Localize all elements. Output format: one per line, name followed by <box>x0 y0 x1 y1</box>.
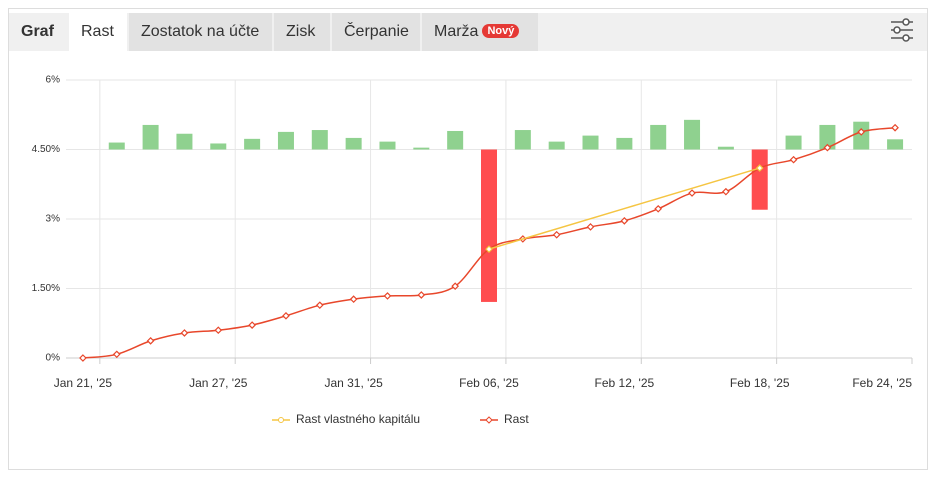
marker <box>891 123 899 132</box>
bar <box>616 137 633 150</box>
bar <box>548 141 565 150</box>
marker <box>688 189 696 197</box>
tab: Graf <box>9 13 67 51</box>
marker <box>315 301 324 310</box>
bar <box>277 131 294 150</box>
bar <box>751 149 768 210</box>
marker <box>79 354 87 362</box>
plot: 0% 1.50% 3% 4.50% 6% Jan 21, '25 Jan 27, '25 Ja… <box>32 75 913 390</box>
tab-label: Čerpanie <box>344 23 409 40</box>
marker <box>654 204 663 213</box>
y-tick-label: 4.50% <box>32 144 60 155</box>
bar <box>887 139 904 150</box>
y-tick-label: 6% <box>46 75 61 86</box>
tab-label: Zostatok na účte <box>141 23 260 40</box>
legend-label: Rast <box>504 412 529 426</box>
marker <box>349 295 358 304</box>
tab-label: Zisk <box>286 23 316 40</box>
marker <box>383 292 392 300</box>
legend-marker <box>485 416 493 424</box>
tab-label: Rast <box>81 23 114 40</box>
x-tick-label: Jan 21, '25 <box>54 376 113 390</box>
marker <box>451 282 460 291</box>
bar <box>142 124 159 150</box>
bar <box>785 135 802 150</box>
marker <box>857 128 866 136</box>
bar <box>244 138 261 150</box>
marker <box>112 350 121 359</box>
settings-icon[interactable] <box>891 18 913 42</box>
y-tick-label: 3% <box>46 214 61 225</box>
legend-label: Rast vlastného kapitálu <box>296 412 420 426</box>
marker <box>755 164 764 172</box>
x-tick-label: Feb 18, '25 <box>730 376 790 390</box>
bar <box>379 141 396 150</box>
bar <box>481 149 497 302</box>
marker <box>485 245 493 253</box>
bar <box>684 119 701 150</box>
bar <box>210 143 227 150</box>
bar <box>413 147 430 150</box>
bar <box>345 137 362 150</box>
tab-bar: Graf Rast Zostatok na účte Zisk Čerpanie Marž… <box>9 13 927 51</box>
tab[interactable]: Zostatok na účte <box>129 13 272 51</box>
marker <box>552 230 561 239</box>
tab-label: Marža <box>434 23 479 40</box>
x-tick-label: Feb 24, '25 <box>852 376 912 390</box>
x-tick-label: Jan 27, '25 <box>189 376 248 390</box>
marker <box>823 143 832 152</box>
marker <box>620 217 629 225</box>
x-tick-label: Feb 06, '25 <box>459 376 519 390</box>
marker <box>586 223 595 231</box>
bar <box>108 142 125 150</box>
tab-label: Graf <box>21 23 54 40</box>
marker <box>146 337 155 345</box>
y-tick-label: 1.50% <box>32 283 60 294</box>
marker <box>417 291 426 299</box>
x-tick-label: Jan 31, '25 <box>324 376 383 390</box>
bar <box>176 133 193 150</box>
bar <box>582 135 599 150</box>
marker <box>722 187 730 196</box>
line <box>488 167 760 250</box>
legend-marker <box>278 417 284 423</box>
marker <box>248 321 256 329</box>
bar <box>819 124 836 150</box>
bar <box>717 146 734 150</box>
x-tick-label: Feb 12, '25 <box>595 376 655 390</box>
bar <box>514 130 531 150</box>
bar <box>650 124 667 150</box>
marker <box>180 329 189 337</box>
bar <box>311 130 328 150</box>
bar <box>447 130 464 150</box>
y-tick-label: 0% <box>46 353 61 364</box>
tab[interactable]: Marža Nový <box>422 13 538 51</box>
tab[interactable]: Rast <box>69 13 127 51</box>
tab[interactable]: Zisk <box>274 13 330 51</box>
marker <box>214 326 223 335</box>
marker <box>789 155 798 164</box>
marker <box>282 311 290 320</box>
panel: Graf Rast Zostatok na účte Zisk Čerpanie Marž… <box>8 8 928 470</box>
badge: Nový <box>482 24 520 38</box>
tab[interactable]: Čerpanie <box>332 13 420 51</box>
